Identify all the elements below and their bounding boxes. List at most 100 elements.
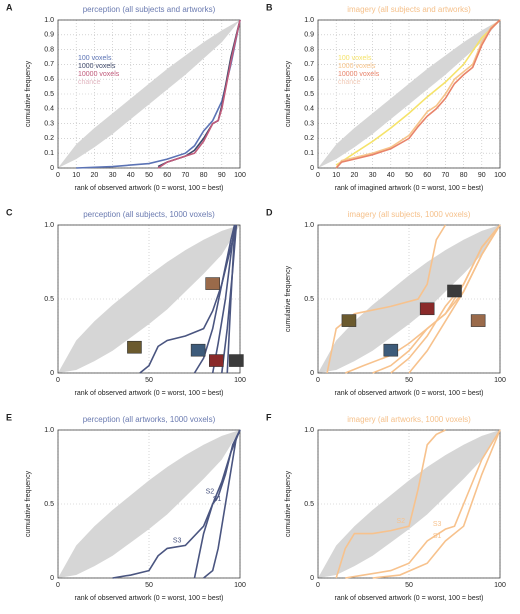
y-tick-label: 0.6	[304, 76, 314, 83]
y-tick-label: 1.0	[304, 17, 314, 24]
y-tick-label: 0.6	[44, 76, 54, 83]
artwork-thumbnail	[470, 314, 486, 327]
artwork-thumbnail	[341, 314, 357, 327]
x-tick-label: 40	[387, 172, 395, 179]
x-axis-label: rank of observed artwork (0 = worst, 100…	[74, 390, 223, 397]
series-label: S2	[206, 488, 215, 495]
y-axis-label: cumulative frequency	[25, 60, 32, 127]
y-tick-label: 0	[310, 575, 314, 582]
chance-band	[318, 225, 500, 373]
artwork-thumbnail	[229, 354, 244, 367]
y-tick-label: 0.2	[44, 135, 54, 142]
panel-title: perception (all subjects, 1000 voxels)	[83, 210, 215, 219]
x-tick-label: 80	[460, 172, 468, 179]
chance-band	[58, 430, 240, 578]
x-tick-label: 100	[234, 377, 246, 384]
y-axis-label: cumulative frequency	[285, 470, 292, 537]
x-axis-label: rank of observed artwork (0 = worst, 100…	[74, 595, 223, 602]
series-line	[372, 429, 501, 579]
y-tick-label: 0.5	[44, 91, 54, 98]
y-tick-label: 0	[50, 575, 54, 582]
x-axis-label: rank of observed artwork (0 = worst, 100…	[334, 595, 483, 602]
panel-letter: C	[6, 207, 13, 217]
series-line	[193, 224, 236, 374]
panel-letter: D	[266, 207, 273, 217]
series-label: S1	[213, 496, 222, 503]
x-tick-label: 90	[478, 172, 486, 179]
series-label: S3	[433, 521, 442, 528]
x-tick-label: 100	[234, 582, 246, 589]
artwork-thumbnail	[127, 340, 142, 354]
x-axis-label: rank of observed artwork (0 = worst, 100…	[74, 185, 223, 192]
y-tick-label: 0.3	[44, 120, 54, 127]
x-tick-label: 50	[145, 582, 153, 589]
legend-entry: 1000 voxels	[338, 63, 376, 70]
y-tick-label: 0.1	[304, 150, 314, 157]
y-tick-label: 0	[310, 370, 314, 377]
legend-entry: 1000 voxels	[78, 63, 116, 70]
series-line	[408, 224, 501, 374]
series-line	[193, 429, 241, 579]
y-tick-label: 0.2	[304, 135, 314, 142]
y-tick-label: 0.9	[44, 32, 54, 39]
x-tick-label: 0	[316, 582, 320, 589]
series-line	[157, 19, 241, 169]
x-tick-label: 40	[127, 172, 135, 179]
series-line	[203, 429, 241, 579]
x-tick-label: 0	[56, 582, 60, 589]
panel-letter: F	[266, 412, 272, 422]
y-axis-label: cumulative frequency	[285, 60, 292, 127]
series-label: S2	[396, 518, 405, 525]
plot-frame	[57, 429, 241, 579]
x-tick-label: 60	[423, 172, 431, 179]
x-tick-label: 50	[405, 582, 413, 589]
x-tick-label: 10	[332, 172, 340, 179]
x-tick-label: 20	[91, 172, 99, 179]
chance-band	[58, 225, 240, 373]
x-tick-label: 50	[405, 377, 413, 384]
panel-title: perception (all subjects and artworks)	[83, 5, 216, 14]
x-tick-label: 0	[316, 172, 320, 179]
y-tick-label: 0.5	[304, 296, 314, 303]
legend-entry: 10000 voxels	[78, 71, 120, 78]
x-tick-label: 100	[494, 582, 506, 589]
panel-title: imagery (all subjects and artworks)	[347, 5, 471, 14]
y-tick-label: 0.5	[304, 91, 314, 98]
y-tick-label: 0.5	[44, 296, 54, 303]
x-tick-label: 0	[316, 377, 320, 384]
panel-title: imagery (all subjects, 1000 voxels)	[348, 210, 471, 219]
y-axis-label: cumulative frequency	[285, 265, 292, 332]
plot-frame	[317, 429, 501, 579]
y-tick-label: 0.3	[304, 120, 314, 127]
x-tick-label: 0	[56, 377, 60, 384]
panel-letter: B	[266, 2, 273, 12]
panel-letter: E	[6, 412, 12, 422]
series-line	[221, 224, 238, 374]
series-line	[335, 19, 501, 166]
x-tick-label: 50	[145, 172, 153, 179]
y-tick-label: 0.8	[44, 46, 54, 53]
series-line	[211, 224, 236, 374]
y-tick-label: 0	[50, 370, 54, 377]
y-tick-label: 0.4	[304, 106, 314, 113]
y-tick-label: 0.5	[304, 501, 314, 508]
artwork-thumbnail	[383, 343, 399, 357]
legend-entry: 100 voxels	[338, 55, 372, 62]
panel-title: perception (all artworks, 1000 voxels)	[83, 415, 216, 424]
artwork-thumbnail	[205, 277, 220, 290]
artwork-thumbnail	[419, 302, 435, 316]
y-tick-label: 1.0	[44, 17, 54, 24]
x-tick-label: 70	[182, 172, 190, 179]
legend-entry: chance	[78, 79, 101, 86]
x-tick-label: 50	[405, 172, 413, 179]
x-tick-label: 70	[442, 172, 450, 179]
y-tick-label: 0	[50, 165, 54, 172]
x-tick-label: 0	[56, 172, 60, 179]
y-tick-label: 0.4	[44, 106, 54, 113]
x-tick-label: 30	[109, 172, 117, 179]
